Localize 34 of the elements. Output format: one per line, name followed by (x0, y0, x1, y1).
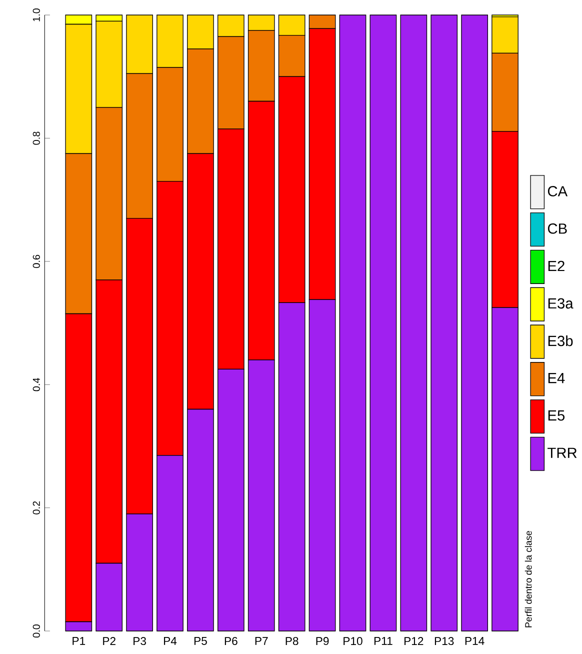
legend-label: CA (548, 186, 568, 196)
legend-label: CB (548, 223, 568, 234)
legend-label: E5 (548, 410, 565, 421)
text: Perfil dentro de la clase (525, 530, 532, 628)
y-tick-label: 0.4 (33, 378, 40, 392)
bar (430, 14, 458, 632)
x-tick-label: P14 (466, 637, 485, 645)
legend-label: E3b (548, 335, 573, 346)
y-tick-label: 1.0 (33, 8, 40, 22)
x-tick-label: P9 (316, 637, 329, 646)
y-tick-label: 0.2 (33, 501, 40, 514)
bar (370, 14, 397, 632)
y-tick-label: 0.0 (33, 624, 40, 638)
bar (340, 14, 366, 632)
legend-label: E4 (548, 373, 565, 384)
x-tick-label: P1 (72, 637, 86, 645)
x-tick-label: P6 (225, 637, 238, 646)
legend-label: E3a (548, 298, 574, 309)
y-tick-label: 0.6 (33, 254, 40, 268)
bar (400, 14, 428, 632)
x-tick-label: P2 (103, 637, 116, 645)
x-tick-label: P3 (134, 637, 146, 646)
bar (461, 14, 488, 632)
legend-label: E2 (548, 260, 565, 272)
x-tick-label: P7 (256, 637, 268, 645)
x-tick-label: P5 (194, 637, 208, 645)
x-tick-label: P4 (164, 637, 177, 645)
x-tick-label: P11 (374, 637, 392, 645)
x-tick-label: P10 (344, 637, 363, 646)
y-tick-label: 0.8 (33, 132, 40, 145)
x-tick-label: P13 (435, 637, 454, 646)
legend-label: TRR (548, 448, 577, 458)
x-tick-label: P12 (404, 637, 424, 645)
x-tick-label: P8 (286, 637, 298, 646)
